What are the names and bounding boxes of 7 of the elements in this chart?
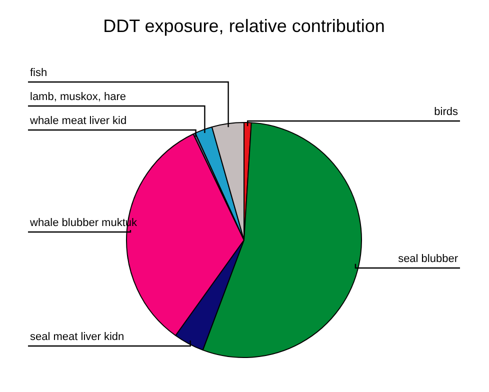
slice-label: birds: [434, 106, 458, 118]
slice-label: seal blubber: [398, 253, 458, 265]
slice-label: whale meat liver kid: [29, 115, 127, 127]
slice-label: fish: [30, 67, 48, 79]
chart-title: DDT exposure, relative contribution: [103, 16, 385, 36]
slice-label: seal meat liver kidn: [30, 331, 124, 343]
slice-label: lamb, muskox, hare: [30, 91, 126, 103]
